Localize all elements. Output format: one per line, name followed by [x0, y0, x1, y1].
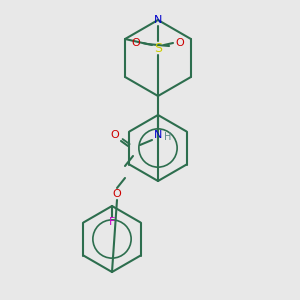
Text: O: O [176, 38, 184, 48]
Text: O: O [132, 38, 140, 48]
Text: O: O [111, 130, 119, 140]
Text: H: H [164, 132, 172, 142]
Text: O: O [112, 189, 122, 199]
Text: N: N [154, 130, 162, 140]
Text: S: S [154, 41, 162, 55]
Text: N: N [154, 15, 162, 25]
Text: F: F [109, 217, 115, 227]
